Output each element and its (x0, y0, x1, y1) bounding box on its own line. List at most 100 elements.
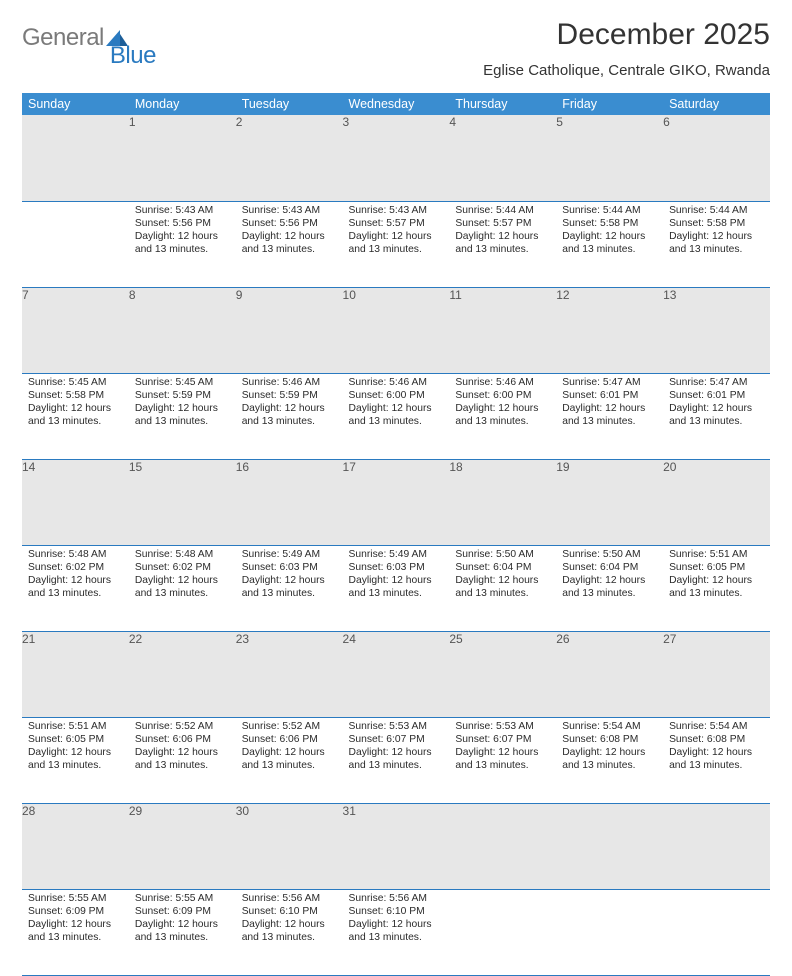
calendar-cell: Sunrise: 5:43 AMSunset: 5:56 PMDaylight:… (129, 201, 236, 287)
day-number: 27 (663, 631, 770, 717)
dow-header: Tuesday (236, 93, 343, 115)
day-number: 8 (129, 287, 236, 373)
calendar-cell: Sunrise: 5:56 AMSunset: 6:10 PMDaylight:… (343, 889, 450, 975)
day-number: 30 (236, 803, 343, 889)
calendar-cell: Sunrise: 5:54 AMSunset: 6:08 PMDaylight:… (663, 717, 770, 803)
calendar-cell: Sunrise: 5:54 AMSunset: 6:08 PMDaylight:… (556, 717, 663, 803)
day-details: Sunrise: 5:45 AMSunset: 5:59 PMDaylight:… (129, 374, 236, 433)
day-number: 19 (556, 459, 663, 545)
day-details: Sunrise: 5:44 AMSunset: 5:58 PMDaylight:… (663, 202, 770, 261)
calendar-cell: Sunrise: 5:56 AMSunset: 6:10 PMDaylight:… (236, 889, 343, 975)
logo: General Blue (22, 24, 156, 52)
day-details: Sunrise: 5:52 AMSunset: 6:06 PMDaylight:… (236, 718, 343, 777)
day-number: 20 (663, 459, 770, 545)
day-number-empty (663, 803, 770, 889)
day-details: Sunrise: 5:43 AMSunset: 5:57 PMDaylight:… (343, 202, 450, 261)
day-details: Sunrise: 5:51 AMSunset: 6:05 PMDaylight:… (663, 546, 770, 605)
calendar-cell: Sunrise: 5:48 AMSunset: 6:02 PMDaylight:… (22, 545, 129, 631)
day-number: 11 (449, 287, 556, 373)
calendar-cell: Sunrise: 5:45 AMSunset: 5:58 PMDaylight:… (22, 373, 129, 459)
day-number: 5 (556, 115, 663, 201)
day-details: Sunrise: 5:56 AMSunset: 6:10 PMDaylight:… (343, 890, 450, 949)
day-details: Sunrise: 5:46 AMSunset: 6:00 PMDaylight:… (343, 374, 450, 433)
day-number: 16 (236, 459, 343, 545)
dow-header: Thursday (449, 93, 556, 115)
day-details: Sunrise: 5:47 AMSunset: 6:01 PMDaylight:… (556, 374, 663, 433)
calendar-cell: Sunrise: 5:45 AMSunset: 5:59 PMDaylight:… (129, 373, 236, 459)
day-details: Sunrise: 5:47 AMSunset: 6:01 PMDaylight:… (663, 374, 770, 433)
calendar-cell: Sunrise: 5:50 AMSunset: 6:04 PMDaylight:… (449, 545, 556, 631)
calendar-cell: Sunrise: 5:53 AMSunset: 6:07 PMDaylight:… (343, 717, 450, 803)
day-number: 24 (343, 631, 450, 717)
day-details: Sunrise: 5:52 AMSunset: 6:06 PMDaylight:… (129, 718, 236, 777)
day-number: 15 (129, 459, 236, 545)
day-details: Sunrise: 5:46 AMSunset: 5:59 PMDaylight:… (236, 374, 343, 433)
dow-header: Friday (556, 93, 663, 115)
day-number: 13 (663, 287, 770, 373)
day-number: 26 (556, 631, 663, 717)
calendar-cell: Sunrise: 5:44 AMSunset: 5:57 PMDaylight:… (449, 201, 556, 287)
calendar-cell: Sunrise: 5:51 AMSunset: 6:05 PMDaylight:… (22, 717, 129, 803)
day-number: 2 (236, 115, 343, 201)
calendar-table: SundayMondayTuesdayWednesdayThursdayFrid… (22, 93, 770, 976)
dow-header: Wednesday (343, 93, 450, 115)
day-number: 25 (449, 631, 556, 717)
day-number: 4 (449, 115, 556, 201)
calendar-cell-empty (663, 889, 770, 975)
calendar-cell-empty (449, 889, 556, 975)
day-number: 10 (343, 287, 450, 373)
day-number: 12 (556, 287, 663, 373)
calendar-cell-empty (22, 201, 129, 287)
calendar-cell-empty (556, 889, 663, 975)
day-number: 17 (343, 459, 450, 545)
dow-header: Saturday (663, 93, 770, 115)
page-title: December 2025 (483, 18, 770, 52)
day-details: Sunrise: 5:56 AMSunset: 6:10 PMDaylight:… (236, 890, 343, 949)
dow-header: Monday (129, 93, 236, 115)
calendar-cell: Sunrise: 5:44 AMSunset: 5:58 PMDaylight:… (663, 201, 770, 287)
day-number: 23 (236, 631, 343, 717)
day-number: 14 (22, 459, 129, 545)
calendar-cell: Sunrise: 5:55 AMSunset: 6:09 PMDaylight:… (129, 889, 236, 975)
calendar-cell: Sunrise: 5:46 AMSunset: 6:00 PMDaylight:… (449, 373, 556, 459)
day-details: Sunrise: 5:43 AMSunset: 5:56 PMDaylight:… (129, 202, 236, 261)
calendar-cell: Sunrise: 5:50 AMSunset: 6:04 PMDaylight:… (556, 545, 663, 631)
day-details: Sunrise: 5:49 AMSunset: 6:03 PMDaylight:… (343, 546, 450, 605)
day-details: Sunrise: 5:53 AMSunset: 6:07 PMDaylight:… (343, 718, 450, 777)
day-details: Sunrise: 5:53 AMSunset: 6:07 PMDaylight:… (449, 718, 556, 777)
day-number: 28 (22, 803, 129, 889)
logo-text-2: Blue (110, 42, 156, 70)
day-details: Sunrise: 5:44 AMSunset: 5:57 PMDaylight:… (449, 202, 556, 261)
calendar-cell: Sunrise: 5:55 AMSunset: 6:09 PMDaylight:… (22, 889, 129, 975)
day-number: 22 (129, 631, 236, 717)
day-details: Sunrise: 5:55 AMSunset: 6:09 PMDaylight:… (129, 890, 236, 949)
calendar-cell: Sunrise: 5:46 AMSunset: 6:00 PMDaylight:… (343, 373, 450, 459)
calendar-cell: Sunrise: 5:48 AMSunset: 6:02 PMDaylight:… (129, 545, 236, 631)
calendar-cell: Sunrise: 5:43 AMSunset: 5:57 PMDaylight:… (343, 201, 450, 287)
calendar-cell: Sunrise: 5:49 AMSunset: 6:03 PMDaylight:… (236, 545, 343, 631)
calendar-cell: Sunrise: 5:47 AMSunset: 6:01 PMDaylight:… (663, 373, 770, 459)
calendar-cell: Sunrise: 5:46 AMSunset: 5:59 PMDaylight:… (236, 373, 343, 459)
day-number: 18 (449, 459, 556, 545)
calendar-cell: Sunrise: 5:47 AMSunset: 6:01 PMDaylight:… (556, 373, 663, 459)
day-number-empty (556, 803, 663, 889)
day-details: Sunrise: 5:54 AMSunset: 6:08 PMDaylight:… (663, 718, 770, 777)
calendar-cell: Sunrise: 5:43 AMSunset: 5:56 PMDaylight:… (236, 201, 343, 287)
day-number: 6 (663, 115, 770, 201)
calendar-cell: Sunrise: 5:52 AMSunset: 6:06 PMDaylight:… (236, 717, 343, 803)
day-details: Sunrise: 5:54 AMSunset: 6:08 PMDaylight:… (556, 718, 663, 777)
location-subtitle: Eglise Catholique, Centrale GIKO, Rwanda (483, 62, 770, 79)
day-details: Sunrise: 5:48 AMSunset: 6:02 PMDaylight:… (129, 546, 236, 605)
calendar-cell: Sunrise: 5:44 AMSunset: 5:58 PMDaylight:… (556, 201, 663, 287)
day-number: 31 (343, 803, 450, 889)
day-number-empty (22, 115, 129, 201)
day-details: Sunrise: 5:43 AMSunset: 5:56 PMDaylight:… (236, 202, 343, 261)
day-details: Sunrise: 5:48 AMSunset: 6:02 PMDaylight:… (22, 546, 129, 605)
day-number: 21 (22, 631, 129, 717)
day-details: Sunrise: 5:50 AMSunset: 6:04 PMDaylight:… (556, 546, 663, 605)
logo-text-1: General (22, 24, 104, 52)
day-number-empty (449, 803, 556, 889)
day-number: 7 (22, 287, 129, 373)
calendar-cell: Sunrise: 5:53 AMSunset: 6:07 PMDaylight:… (449, 717, 556, 803)
calendar-cell: Sunrise: 5:49 AMSunset: 6:03 PMDaylight:… (343, 545, 450, 631)
